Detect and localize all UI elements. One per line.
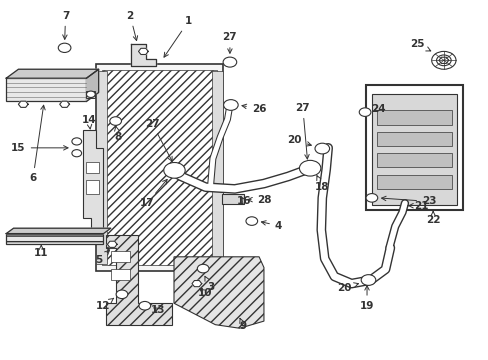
Text: 21: 21 bbox=[407, 201, 427, 211]
Text: 3: 3 bbox=[204, 276, 214, 292]
Text: 7: 7 bbox=[62, 11, 69, 39]
Text: 17: 17 bbox=[140, 179, 167, 208]
Circle shape bbox=[110, 117, 121, 125]
Text: 8: 8 bbox=[114, 126, 122, 142]
Bar bbox=[102, 70, 216, 265]
Text: 14: 14 bbox=[81, 115, 96, 129]
Text: 26: 26 bbox=[242, 104, 266, 113]
Bar bbox=[86, 180, 99, 194]
Text: 10: 10 bbox=[197, 288, 211, 297]
Circle shape bbox=[366, 194, 377, 202]
Text: 28: 28 bbox=[247, 195, 271, 204]
Bar bbox=[86, 91, 95, 98]
Circle shape bbox=[139, 301, 150, 310]
Bar bbox=[96, 71, 107, 264]
Circle shape bbox=[116, 290, 127, 298]
Text: 11: 11 bbox=[34, 245, 48, 258]
Polygon shape bbox=[107, 241, 117, 247]
Bar bbox=[222, 194, 244, 204]
Text: 12: 12 bbox=[96, 298, 113, 311]
Circle shape bbox=[359, 108, 370, 116]
Polygon shape bbox=[174, 257, 264, 328]
Polygon shape bbox=[82, 130, 103, 230]
Circle shape bbox=[299, 160, 320, 176]
Text: 1: 1 bbox=[163, 16, 192, 57]
Text: 23: 23 bbox=[381, 196, 436, 206]
Bar bbox=[111, 251, 130, 262]
Text: 5: 5 bbox=[95, 251, 109, 265]
Text: 27: 27 bbox=[144, 118, 172, 161]
Circle shape bbox=[314, 143, 329, 154]
Circle shape bbox=[223, 57, 236, 67]
Text: 2: 2 bbox=[126, 11, 137, 41]
Polygon shape bbox=[106, 235, 171, 325]
Text: 6: 6 bbox=[29, 105, 45, 183]
Polygon shape bbox=[19, 101, 28, 107]
Circle shape bbox=[197, 264, 208, 273]
Polygon shape bbox=[6, 228, 111, 234]
Bar bbox=[376, 111, 451, 125]
Polygon shape bbox=[6, 69, 99, 78]
Bar bbox=[211, 71, 222, 264]
Polygon shape bbox=[438, 57, 448, 63]
Polygon shape bbox=[138, 48, 148, 54]
Circle shape bbox=[72, 138, 81, 145]
Bar bbox=[371, 94, 456, 205]
Polygon shape bbox=[192, 280, 201, 287]
Text: 9: 9 bbox=[239, 318, 246, 332]
Bar bbox=[86, 162, 99, 173]
Bar bbox=[376, 132, 451, 146]
Circle shape bbox=[72, 150, 81, 157]
Bar bbox=[111, 269, 130, 280]
Text: 20: 20 bbox=[287, 135, 311, 146]
Text: 25: 25 bbox=[409, 39, 430, 51]
Polygon shape bbox=[60, 101, 69, 107]
Text: 13: 13 bbox=[150, 305, 165, 315]
Circle shape bbox=[301, 163, 313, 172]
Bar bbox=[376, 175, 451, 189]
Circle shape bbox=[58, 43, 71, 53]
Bar bbox=[96, 64, 222, 271]
Text: 22: 22 bbox=[425, 211, 440, 225]
Text: 24: 24 bbox=[370, 104, 385, 113]
Circle shape bbox=[167, 165, 180, 174]
Polygon shape bbox=[86, 69, 99, 102]
Circle shape bbox=[361, 275, 375, 285]
Text: 4: 4 bbox=[261, 221, 282, 231]
Circle shape bbox=[245, 217, 257, 225]
Bar bbox=[6, 78, 86, 102]
Text: 16: 16 bbox=[237, 197, 251, 206]
Bar bbox=[6, 234, 103, 244]
Circle shape bbox=[436, 55, 450, 66]
Text: 20: 20 bbox=[336, 283, 358, 293]
Text: 27: 27 bbox=[222, 32, 237, 53]
Text: 27: 27 bbox=[295, 103, 309, 159]
Bar bbox=[376, 153, 451, 167]
Circle shape bbox=[163, 162, 185, 178]
Circle shape bbox=[223, 100, 238, 111]
Polygon shape bbox=[131, 44, 155, 66]
Circle shape bbox=[431, 51, 455, 69]
Text: 19: 19 bbox=[359, 286, 373, 311]
Text: 18: 18 bbox=[314, 176, 329, 192]
Text: 15: 15 bbox=[11, 143, 68, 153]
Bar bbox=[366, 85, 462, 210]
Circle shape bbox=[86, 91, 95, 98]
